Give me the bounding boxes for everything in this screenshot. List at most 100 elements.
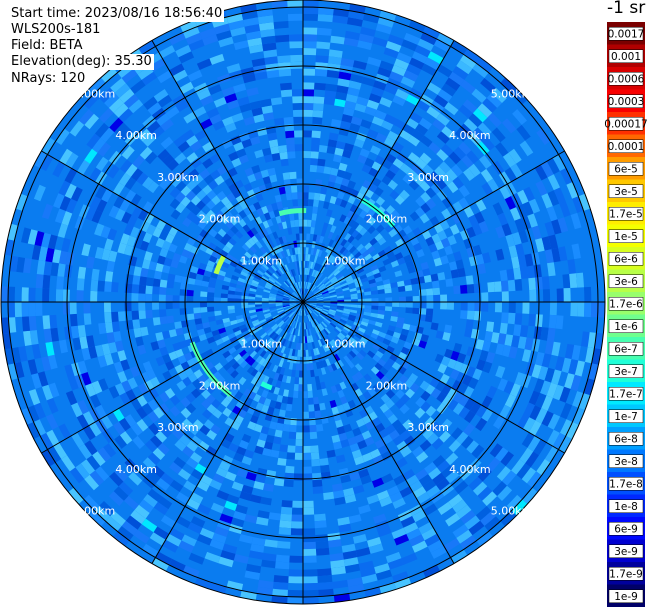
scan-cell	[397, 257, 406, 266]
scan-cell	[85, 207, 97, 221]
scan-cell	[328, 56, 342, 65]
scan-cell	[34, 230, 45, 247]
scan-cell	[524, 253, 534, 267]
scan-cell	[458, 141, 472, 155]
scan-cell	[299, 288, 302, 296]
scan-cell	[210, 502, 225, 514]
scan-cell	[452, 391, 464, 403]
scan-cell	[31, 244, 42, 261]
scan-cell	[210, 169, 221, 180]
scan-cell	[59, 195, 71, 211]
scan-cell	[54, 208, 66, 224]
scan-cell	[541, 410, 554, 427]
scan-cell	[460, 79, 476, 94]
scan-cell	[185, 190, 197, 201]
scan-cell	[544, 249, 554, 264]
scan-cell	[375, 350, 384, 359]
scan-cell	[423, 274, 432, 283]
scan-cell	[169, 32, 186, 46]
scan-cell	[501, 470, 517, 486]
scan-cell	[594, 332, 604, 350]
scan-cell	[315, 382, 322, 391]
scan-cell	[544, 367, 555, 383]
scan-cell	[153, 526, 170, 540]
scan-cell	[409, 480, 423, 493]
scan-cell	[158, 402, 170, 415]
scan-cell	[572, 391, 584, 408]
scan-cell	[250, 316, 259, 322]
scan-cell	[468, 163, 481, 177]
scan-cell	[482, 491, 498, 506]
scan-cell	[519, 140, 534, 157]
scan-cell	[214, 175, 225, 186]
colorbar-tick-label: 1e-9	[614, 591, 638, 603]
scan-cell	[396, 52, 412, 64]
scan-cell	[147, 181, 159, 194]
scan-cell	[190, 245, 199, 255]
scan-cell	[389, 190, 400, 200]
scan-cell	[298, 308, 301, 316]
scan-cell	[521, 349, 532, 363]
colorbar-tick-box	[608, 274, 644, 288]
scan-cell	[130, 226, 140, 238]
scan-cell	[313, 262, 318, 270]
scan-cell	[331, 257, 338, 265]
scan-cell	[295, 445, 303, 454]
scan-cell	[238, 218, 247, 228]
scan-cell	[354, 232, 363, 241]
scan-cell	[55, 289, 64, 302]
scan-cell	[266, 218, 274, 227]
scan-cell	[15, 193, 28, 211]
scan-cell	[529, 405, 542, 421]
azimuth-spoke	[41, 301, 304, 454]
scan-cell	[50, 327, 59, 342]
scan-cell	[300, 308, 303, 316]
scan-cell	[281, 315, 288, 321]
scan-cell	[86, 256, 95, 269]
scan-cell	[351, 324, 360, 330]
scan-cell	[385, 40, 402, 53]
scan-cell	[270, 146, 280, 155]
scan-cell	[347, 235, 355, 244]
scan-cell	[416, 99, 431, 112]
scan-cell	[130, 79, 146, 94]
scan-cell	[90, 279, 99, 292]
scan-cell	[151, 126, 165, 139]
scan-cell	[522, 302, 530, 314]
scan-cell	[587, 332, 597, 349]
scan-cell	[299, 308, 302, 316]
scan-cell	[205, 445, 218, 457]
scan-cell	[339, 246, 347, 254]
scan-cell	[272, 334, 279, 341]
scan-cell	[453, 342, 463, 353]
scan-cell	[144, 151, 158, 165]
scan-cell	[138, 310, 146, 320]
scan-cell	[230, 369, 239, 379]
scan-cell	[305, 356, 310, 364]
scan-cell	[321, 289, 329, 294]
scan-cell	[477, 467, 492, 482]
scan-cell	[306, 274, 309, 282]
scan-cell	[117, 311, 126, 322]
range-ring-label: 1.00km	[240, 338, 282, 351]
scan-cell	[33, 402, 46, 420]
scan-cell	[513, 324, 522, 337]
scan-cell	[137, 383, 149, 395]
scan-cell	[548, 314, 557, 329]
scan-cell	[118, 417, 131, 432]
scan-cell	[186, 135, 199, 147]
scan-cell	[297, 289, 301, 296]
scan-cell	[313, 255, 318, 263]
scan-cell	[250, 368, 259, 377]
scan-cell	[372, 268, 380, 275]
scan-cell	[287, 241, 292, 249]
scan-cell	[289, 303, 297, 307]
scan-cell	[436, 478, 450, 491]
scan-cell	[76, 278, 85, 291]
scan-cell	[286, 279, 292, 286]
scan-cell	[512, 109, 527, 125]
scan-cell	[329, 340, 336, 349]
scan-cell	[251, 235, 259, 244]
scan-cell	[310, 335, 314, 343]
scan-cell	[513, 267, 522, 280]
